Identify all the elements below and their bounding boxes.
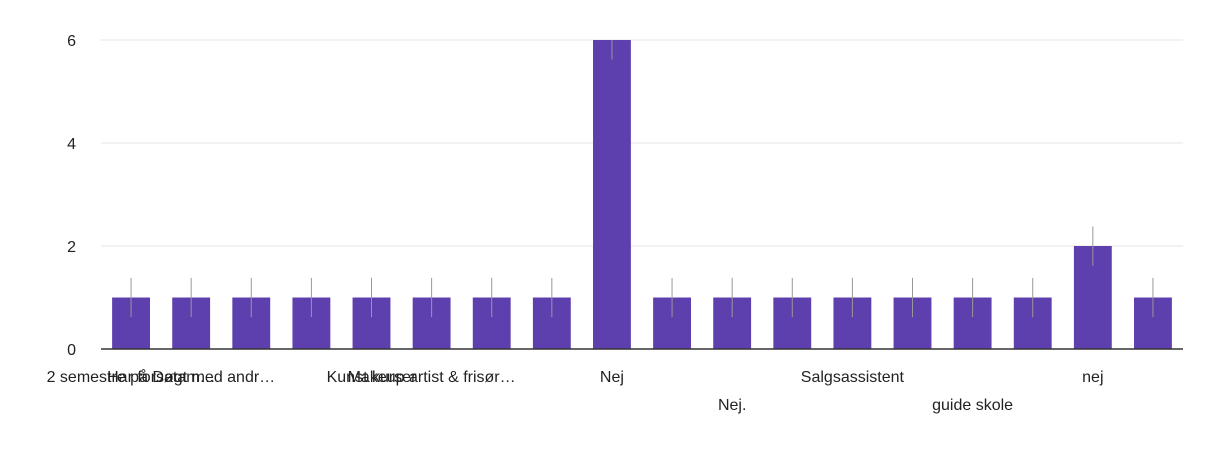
x-tick-label: Nej xyxy=(600,369,624,386)
grid-lines xyxy=(101,39,1183,247)
x-tick-label: nej xyxy=(1082,369,1103,386)
bar xyxy=(593,40,631,349)
x-tick-label: Har forsøgt med andr… xyxy=(107,369,275,386)
x-tick-label: Salgsassistent xyxy=(801,369,905,386)
whiskers xyxy=(130,40,1154,318)
x-tick-label: Makeup artist & frisør… xyxy=(348,369,516,386)
x-tick-label: Nej. xyxy=(718,397,746,414)
y-tick-label: 4 xyxy=(67,136,76,153)
x-tick-label: Kunst kurser xyxy=(327,369,417,386)
y-tick-label: 6 xyxy=(67,33,76,50)
y-tick-label: 2 xyxy=(67,239,76,256)
x-tick-label: 2 semestre på Datam… xyxy=(47,368,216,386)
x-tick-labels: 2 semestre på Datam…Har forsøgt med andr… xyxy=(47,368,1104,414)
y-tick-labels: 0 2 4 6 xyxy=(67,33,76,359)
y-tick-label: 0 xyxy=(67,342,76,359)
x-tick-label: guide skole xyxy=(932,397,1013,414)
bars xyxy=(112,40,1172,349)
